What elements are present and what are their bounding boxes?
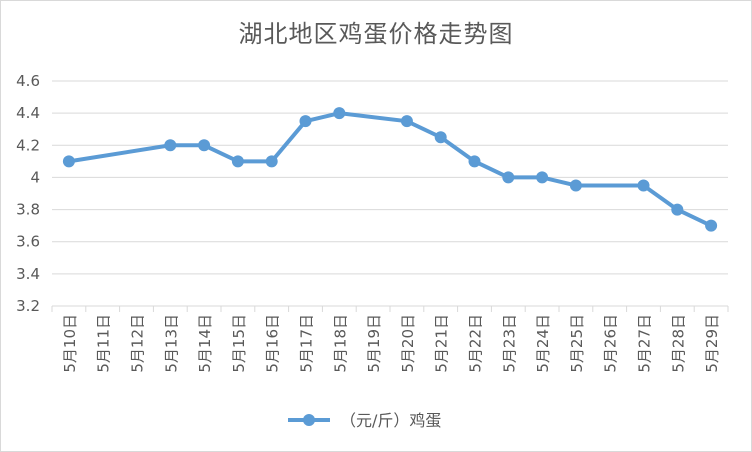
data-point bbox=[705, 219, 718, 232]
x-tick-label: 5月18日 bbox=[331, 314, 349, 373]
data-point bbox=[637, 179, 650, 192]
y-tick-label: 3.4 bbox=[16, 265, 40, 283]
data-point bbox=[333, 107, 346, 120]
y-tick-label: 3.6 bbox=[16, 233, 40, 251]
x-tick-label: 5月27日 bbox=[636, 314, 654, 373]
data-point bbox=[299, 115, 312, 128]
y-tick-label: 4.6 bbox=[16, 72, 40, 90]
x-tick-label: 5月16日 bbox=[264, 314, 282, 373]
chart-title: 湖北地区鸡蛋价格走势图 bbox=[238, 20, 514, 48]
data-point bbox=[434, 131, 447, 144]
y-tick-label: 4.4 bbox=[16, 104, 40, 122]
x-tick-label: 5月10日 bbox=[61, 314, 79, 373]
x-tick-label: 5月23日 bbox=[500, 314, 518, 373]
data-point bbox=[231, 155, 244, 168]
legend-label: （元/斤）鸡蛋 bbox=[340, 411, 441, 430]
data-point bbox=[400, 115, 413, 128]
legend-marker bbox=[303, 414, 315, 426]
x-tick-label: 5月15日 bbox=[230, 314, 248, 373]
series-line bbox=[66, 111, 714, 228]
x-tick-label: 5月22日 bbox=[467, 314, 485, 373]
data-point bbox=[62, 155, 75, 168]
y-tick-label: 4.2 bbox=[16, 136, 40, 154]
x-tick-label: 5月14日 bbox=[196, 314, 214, 373]
x-tick-label: 5月24日 bbox=[534, 314, 552, 373]
data-point bbox=[536, 171, 549, 184]
data-point bbox=[198, 139, 211, 152]
data-point bbox=[265, 155, 278, 168]
x-tick-label: 5月29日 bbox=[703, 314, 721, 373]
x-tick-label: 5月13日 bbox=[162, 314, 180, 373]
data-point bbox=[164, 139, 177, 152]
x-tick-label: 5月20日 bbox=[399, 314, 417, 373]
x-tick-label: 5月11日 bbox=[95, 314, 113, 373]
y-tick-label: 3.2 bbox=[16, 297, 40, 315]
data-point bbox=[502, 171, 515, 184]
x-tick-label: 5月25日 bbox=[568, 314, 586, 373]
data-point bbox=[671, 203, 684, 216]
x-tick-label: 5月21日 bbox=[433, 314, 451, 373]
x-tick-label: 5月17日 bbox=[298, 314, 316, 373]
x-tick-label: 5月26日 bbox=[602, 314, 620, 373]
x-tick-label: 5月28日 bbox=[669, 314, 687, 373]
x-tick-label: 5月12日 bbox=[129, 314, 147, 373]
y-tick-label: 4 bbox=[30, 168, 40, 186]
x-tick-label: 5月19日 bbox=[365, 314, 383, 373]
data-point bbox=[468, 155, 481, 168]
y-tick-label: 3.8 bbox=[16, 201, 40, 219]
data-point bbox=[569, 179, 582, 192]
